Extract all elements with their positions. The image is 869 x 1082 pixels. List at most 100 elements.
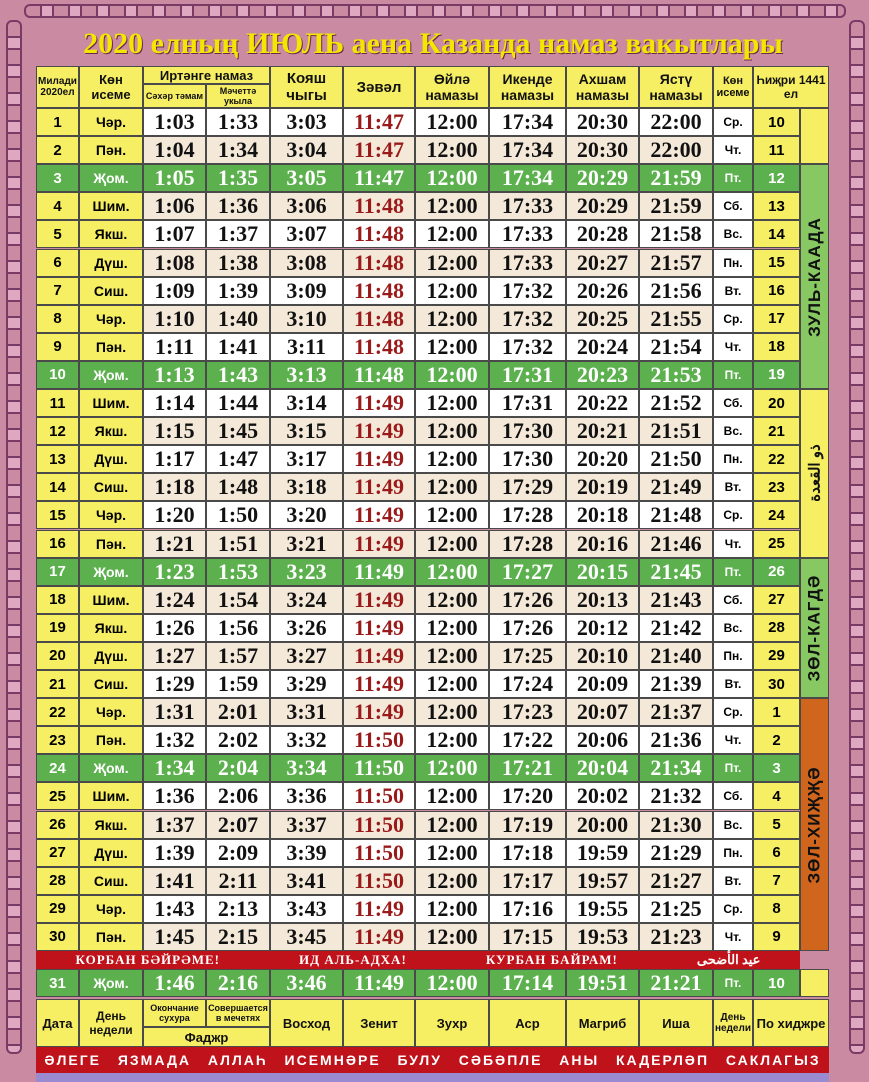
row-sahar: 1:14 — [143, 389, 206, 418]
row-dhuhr: 12:00 — [415, 360, 489, 389]
row-date: 23 — [36, 726, 79, 755]
row-date-text: 5 — [53, 225, 62, 243]
row-dhuhr-text: 12:00 — [426, 418, 478, 444]
row-day-ru: Пн. — [713, 838, 753, 867]
row-mosque-text: 2:01 — [217, 699, 259, 725]
row-sunrise: 3:31 — [270, 698, 343, 727]
row-dhuhr-text: 12:00 — [426, 614, 478, 640]
row-day-ru-text: Ср. — [723, 115, 743, 130]
row-hijri: 30 — [753, 670, 800, 699]
row-dhuhr: 12:00 — [415, 445, 489, 474]
row-mosque-text: 1:37 — [217, 221, 259, 247]
row-sahar: 1:09 — [143, 276, 206, 305]
row-date-text: 22 — [49, 703, 66, 721]
row-maghrib-text: 20:10 — [576, 642, 629, 668]
row-date: 9 — [36, 332, 79, 361]
row-hijri-text: 13 — [768, 197, 785, 215]
row-maghrib-text: 20:28 — [576, 221, 629, 247]
row-sahar-text: 1:15 — [154, 418, 195, 444]
footer-word: АЛЛАҺ — [207, 1052, 268, 1068]
row-day-name: Шим. — [79, 389, 143, 418]
row-maghrib: 20:12 — [566, 613, 639, 642]
row-day-name: Пән. — [79, 726, 143, 755]
footer-zuhr-text: Зухр — [436, 1015, 468, 1031]
row-mosque-text: 1:39 — [217, 277, 259, 303]
row-zenith: 11:49 — [343, 613, 415, 642]
row-mosque: 2:07 — [206, 810, 270, 839]
row-hijri-text: 14 — [768, 225, 785, 243]
row-isha-text: 21:57 — [650, 249, 702, 275]
row-sunrise: 3:29 — [270, 670, 343, 699]
row-hijri-text: 11 — [768, 141, 785, 159]
row-maghrib: 20:00 — [566, 810, 639, 839]
row-maghrib: 20:18 — [566, 501, 639, 530]
row-sunrise-text: 3:04 — [286, 137, 327, 163]
row-maghrib: 20:02 — [566, 782, 639, 811]
row-day-ru: Вт. — [713, 866, 753, 895]
row-sunrise-text: 3:41 — [286, 867, 327, 893]
footer-zenith: Зенит — [343, 999, 415, 1048]
row-dhuhr: 12:00 — [415, 136, 489, 165]
row-isha: 21:30 — [639, 810, 713, 839]
row-sunrise: 3:18 — [270, 473, 343, 502]
row-zenith-text: 11:49 — [353, 502, 405, 528]
row-asr-text: 17:28 — [501, 502, 554, 528]
row-day-ru-text: Ср. — [723, 508, 743, 523]
row-hijri-text: 18 — [768, 338, 785, 356]
row-isha-text: 21:45 — [650, 558, 702, 584]
row-mosque: 1:41 — [206, 332, 270, 361]
row-maghrib: 20:06 — [566, 726, 639, 755]
row-dhuhr-text: 12:00 — [426, 727, 478, 753]
row-asr-text: 17:19 — [501, 811, 554, 837]
row-date: 17 — [36, 557, 79, 586]
row-day-name: Чәр. — [79, 108, 143, 137]
row-asr: 17:33 — [489, 220, 566, 249]
row-isha-text: 22:00 — [650, 109, 702, 135]
row-isha-text: 21:36 — [650, 727, 702, 753]
row-isha: 21:49 — [639, 473, 713, 502]
row-sunrise: 3:14 — [270, 389, 343, 418]
row-sahar: 1:11 — [143, 332, 206, 361]
row-zenith: 11:48 — [343, 192, 415, 221]
row-maghrib: 20:15 — [566, 557, 639, 586]
row-day-name-text: Сиш. — [93, 676, 129, 693]
footer-asr: Аср — [489, 999, 566, 1048]
header-sunrise: Кояш чыгы — [270, 66, 343, 108]
row-mosque-text: 2:09 — [217, 839, 259, 865]
footer-isha: Иша — [639, 999, 713, 1048]
row-dhuhr: 12:00 — [415, 529, 489, 558]
row-mosque-text: 2:06 — [217, 783, 259, 809]
row-sunrise-text: 3:36 — [286, 783, 327, 809]
row-day-ru-text: Пт. — [724, 367, 742, 382]
row-sahar: 1:05 — [143, 164, 206, 193]
row-day-ru: Вт. — [713, 670, 753, 699]
row-day-name-text: Пән. — [95, 535, 127, 552]
row-day-name: Чәр. — [79, 501, 143, 530]
header-morning-prayer-text: Иртәнге намаз — [159, 67, 254, 83]
row-sunrise: 3:04 — [270, 136, 343, 165]
header-sahar: Сәхәр тәмам — [143, 84, 206, 108]
month-band-zel-hijja-label: ЗӨЛ-ХИҖҖӘ — [804, 765, 824, 884]
row-sahar: 1:07 — [143, 220, 206, 249]
row-zenith-text: 11:48 — [353, 249, 405, 275]
row-asr-text: 17:26 — [501, 586, 554, 612]
row-zenith: 11:49 — [343, 670, 415, 699]
row-sahar: 1:45 — [143, 922, 206, 951]
row-zenith-text: 11:48 — [353, 277, 405, 303]
row-zenith: 11:49 — [343, 501, 415, 530]
row-date: 24 — [36, 754, 79, 783]
row-maghrib: 20:22 — [566, 389, 639, 418]
row-maghrib-text: 20:19 — [576, 474, 629, 500]
row-dhuhr-text: 12:00 — [426, 783, 478, 809]
row-zenith: 11:48 — [343, 304, 415, 333]
row-hijri-text: 26 — [768, 563, 785, 581]
row-hijri-text: 7 — [772, 872, 781, 890]
row-date: 5 — [36, 220, 79, 249]
footer-suhur-end: Окончание сухура — [143, 999, 206, 1028]
row-dhuhr-text: 12:00 — [426, 474, 478, 500]
row-sunrise: 3:45 — [270, 922, 343, 951]
decorative-chain-top — [24, 4, 846, 18]
row-asr-text: 17:16 — [501, 895, 554, 921]
row-sahar: 1:41 — [143, 866, 206, 895]
row-sunrise: 3:21 — [270, 529, 343, 558]
